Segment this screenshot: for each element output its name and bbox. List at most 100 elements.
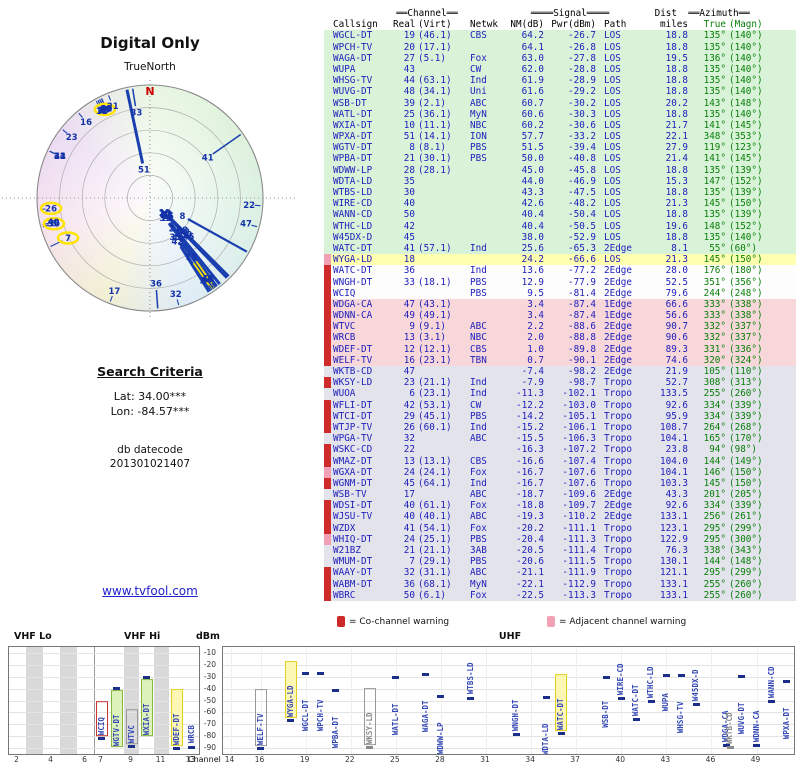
cell-virtual-channel (415, 232, 464, 243)
cell-real-channel: 42 (403, 220, 415, 232)
cell-azimuth-true: 105° (703, 366, 726, 377)
cell-path: 2Edge (604, 500, 632, 512)
station-label: WPXA-DT (781, 707, 791, 739)
cell-virtual-channel: (45.1) (418, 410, 452, 422)
warn-gutter (324, 30, 333, 41)
radar-channel-label: 40 (100, 105, 112, 115)
dbm-tick-label: -40 (203, 683, 216, 693)
cell-network: ABC (470, 489, 487, 501)
cell-azimuth-true: 135° (703, 75, 726, 87)
cell-power: -77.9 (568, 276, 596, 288)
cell-callsign: WUOA (333, 388, 356, 400)
cell-noise-margin: 64.1 (521, 41, 544, 53)
cell-callsign: WGXA-DT (333, 466, 373, 478)
warn-gutter (324, 198, 333, 209)
cell-noise-margin: 24.2 (521, 254, 544, 266)
tvfool-link[interactable]: www.tvfool.com (102, 584, 198, 598)
azimuth-group-header: ══Azimuth══ (688, 8, 750, 19)
cell-virtual-channel (415, 288, 464, 299)
cell-distance-miles: 121.1 (660, 567, 688, 579)
radar-channel-label: 33 (130, 108, 142, 118)
radar-channel-label: 42 (171, 238, 183, 248)
station-label: WTBS-LD (465, 662, 475, 695)
cell-real-channel: 47 (403, 366, 415, 377)
cell-path: 2Edge (604, 321, 632, 333)
cell-distance-miles: 122.9 (660, 533, 688, 545)
warn-gutter (324, 388, 333, 399)
cell-path: 2Edge (604, 265, 632, 277)
table-row: WGNM-DT 45 (64.1) Ind -16.7 -107.6 Tropo 103.3 1… (324, 477, 796, 490)
cell-power: -111.9 (562, 567, 596, 579)
cell-network: Fox (470, 466, 487, 478)
cell-power: -28.9 (568, 75, 596, 87)
cell-power: -50.5 (568, 220, 596, 232)
cell-noise-margin: -21.1 (516, 567, 544, 579)
cell-callsign: WHSG-TV (333, 75, 373, 87)
cell-power: -107.6 (562, 466, 596, 478)
radar-channel-label: 6 (51, 220, 57, 230)
table-row: WTVC 9 (9.1) ABC 2.2 -88.6 2Edge 90.7 332° (337°) (324, 321, 796, 333)
cell-azimuth-true: 334° (703, 410, 726, 422)
cell-power: -107.2 (562, 444, 596, 456)
table-row: WAGA-DT 27 (5.1) Fox 63.0 -27.8 LOS 19.5 136° (14… (324, 52, 796, 64)
col-magn: (Magn) (729, 19, 763, 31)
cell-noise-margin: 43.3 (521, 187, 544, 198)
cell-callsign: WHIQ-DT (333, 533, 373, 545)
warn-gutter-header (324, 19, 333, 30)
cell-callsign: WTJP-TV (333, 421, 373, 433)
cell-azimuth-true: 264° (703, 421, 726, 433)
cell-path: LOS (604, 75, 621, 87)
dbm-gridline (9, 700, 199, 702)
cell-callsign: WGTV-DT (333, 142, 373, 154)
cell-azimuth-true: 201° (703, 489, 726, 501)
warn-gutter (324, 254, 333, 266)
cell-azimuth-true: 255° (703, 388, 726, 400)
cell-azimuth-true: 143° (703, 97, 726, 109)
cell-noise-margin: 9.5 (527, 287, 544, 299)
spacer (333, 8, 393, 19)
radar-channel-label: 19 (159, 209, 171, 219)
cell-distance-miles: 90.6 (665, 332, 688, 344)
cell-network: PBS (470, 556, 487, 568)
table-row: WDGA-CA 47 (43.1) 3.4 -87.4 1Edge 66.6 333° (338… (324, 298, 796, 311)
cell-noise-margin: -22.5 (516, 589, 544, 601)
channel-tick-label: 40 (615, 755, 626, 764)
cell-azimuth-magnetic: (140°) (729, 63, 763, 75)
warn-gutter (324, 298, 333, 311)
cell-virtual-channel (415, 444, 464, 455)
cell-noise-margin: -7.4 (521, 366, 544, 377)
cell-noise-margin: -16.7 (516, 466, 544, 478)
signal-level-tick (726, 746, 734, 749)
station-label: WDWW-LP (435, 721, 445, 754)
cell-azimuth-magnetic: (139°) (729, 187, 763, 198)
table-row: WTHC-LD 42 40.4 -50.5 LOS 19.6 148° (152°) (324, 220, 796, 232)
cell-real-channel: 9 (409, 321, 415, 333)
table-row: WRCB 13 (3.1) NBC 2.0 -88.8 2Edge 90.6 332° (337°… (324, 332, 796, 344)
signal-level-tick (422, 673, 430, 677)
station-label: WHSG-TV (676, 701, 686, 734)
cell-azimuth-true: 144° (703, 556, 726, 568)
cell-real-channel: 12 (403, 343, 415, 355)
warn-gutter (324, 421, 333, 434)
cell-path: LOS (604, 97, 621, 109)
col-nm: NM(dB) (510, 19, 544, 31)
cell-path: LOS (604, 220, 621, 232)
cell-azimuth-magnetic: (260°) (729, 388, 763, 400)
cell-path: Tropo (604, 421, 632, 433)
cell-callsign: WUPA (333, 63, 356, 75)
cell-callsign: WCIQ (333, 287, 356, 299)
radar-channel-label: 16 (80, 118, 92, 128)
cell-azimuth-magnetic: (140°) (729, 86, 763, 98)
cell-power: -111.5 (562, 556, 596, 568)
table-row: WSB-DT 39 (2.1) ABC 60.7 -30.2 LOS 20.2 143° (148… (324, 97, 796, 109)
uhf-band-label: UHF (498, 631, 522, 642)
cell-power: -111.4 (562, 545, 596, 556)
cell-power: -28.8 (568, 63, 596, 75)
cell-real-channel: 21 (403, 153, 415, 165)
radar-channel-label: 45 (201, 275, 213, 285)
table-body: WGCL-DT 19 (46.1) CBS 64.2 -26.7 LOS 18.8 135° (1… (324, 30, 796, 601)
cell-noise-margin: -18.8 (516, 500, 544, 512)
cell-real-channel: 33 (403, 276, 415, 288)
cell-power: -26.8 (568, 41, 596, 53)
cell-power: -52.9 (568, 231, 596, 243)
